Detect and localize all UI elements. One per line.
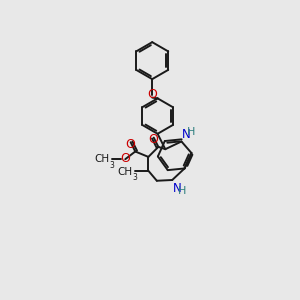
Text: N: N — [173, 182, 182, 194]
Text: H: H — [178, 186, 186, 196]
Text: 3: 3 — [133, 173, 137, 182]
Text: O: O — [148, 134, 158, 146]
Text: O: O — [125, 138, 135, 151]
Text: 3: 3 — [110, 161, 114, 170]
Text: CH: CH — [117, 167, 132, 176]
Text: O: O — [147, 88, 157, 101]
Text: N: N — [182, 128, 191, 141]
Text: CH: CH — [94, 154, 109, 164]
Text: O: O — [120, 152, 130, 165]
Text: H: H — [187, 127, 195, 137]
